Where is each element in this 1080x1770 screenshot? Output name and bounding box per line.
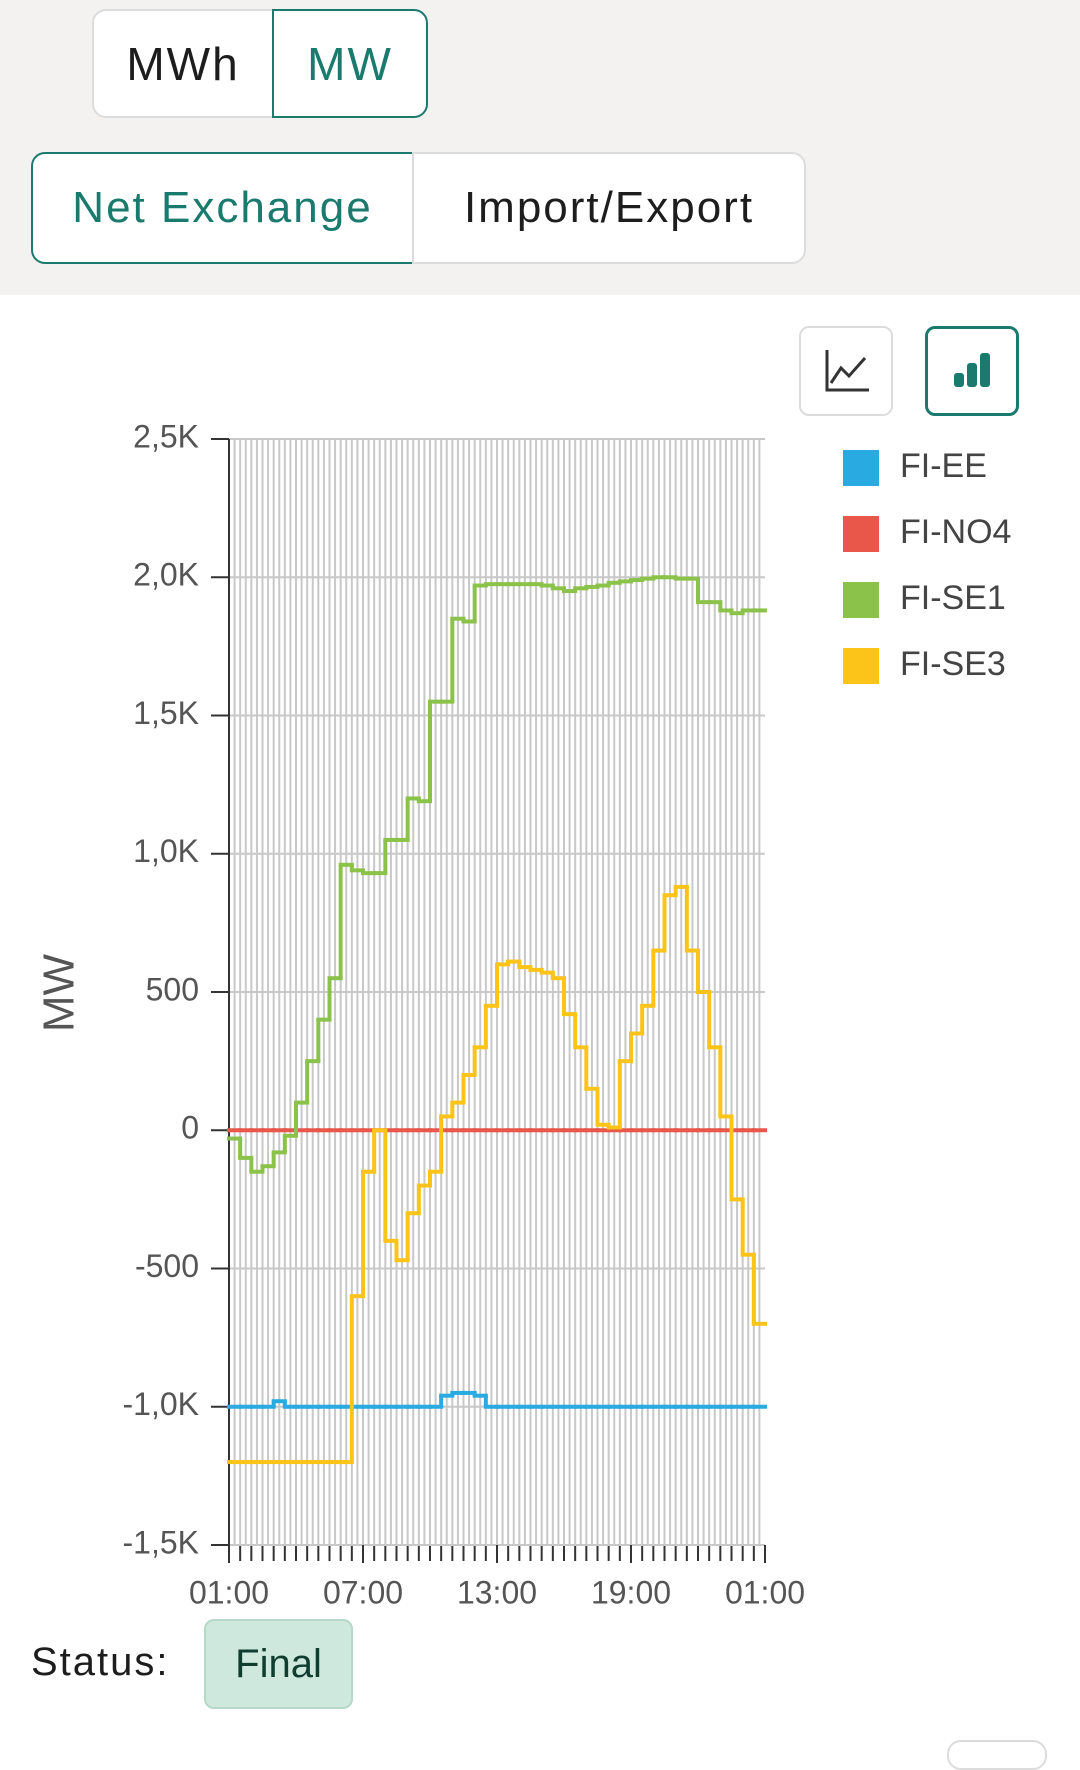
bar-chart-button[interactable] <box>925 326 1019 416</box>
x-tick-label: 19:00 <box>591 1574 671 1610</box>
unit-button[interactable]: MW <box>272 9 428 118</box>
x-tick-label: 01:00 <box>725 1574 805 1610</box>
legend-label: FI-SE1 <box>900 579 1006 617</box>
y-tick-label: -500 <box>135 1248 199 1284</box>
legend-label: FI-SE3 <box>900 645 1006 683</box>
legend-swatch <box>843 450 879 486</box>
x-tick-label: 13:00 <box>457 1574 537 1610</box>
y-tick-label: 2,0K <box>133 557 199 593</box>
legend-label: FI-EE <box>900 447 987 485</box>
bar-chart-icon <box>954 353 990 387</box>
line-chart-button[interactable] <box>799 326 893 416</box>
y-tick-label: 1,5K <box>133 695 199 731</box>
legend-swatch <box>843 582 879 618</box>
x-tick-label: 01:00 <box>189 1574 269 1610</box>
view-button[interactable]: Import/Export <box>412 152 806 264</box>
status-label: Status: <box>31 1640 170 1684</box>
partial-button <box>947 1740 1047 1770</box>
y-tick-label: 1,0K <box>133 833 199 869</box>
view-button[interactable]: Net Exchange <box>31 152 414 264</box>
legend-swatch <box>843 648 879 684</box>
y-tick-label: 500 <box>146 971 199 1007</box>
y-tick-label: 0 <box>181 1110 199 1146</box>
legend-swatch <box>843 516 879 552</box>
y-tick-label: -1,0K <box>123 1386 199 1422</box>
status-badge: Final <box>204 1619 353 1709</box>
y-axis-title: MW <box>35 953 84 1032</box>
x-tick-label: 07:00 <box>323 1574 403 1610</box>
line-chart-icon <box>825 350 869 392</box>
legend-label: FI-NO4 <box>900 513 1011 551</box>
unit-button[interactable]: MWh <box>92 9 274 118</box>
y-tick-label: 2,5K <box>133 418 199 454</box>
y-tick-label: -1,5K <box>123 1524 199 1560</box>
